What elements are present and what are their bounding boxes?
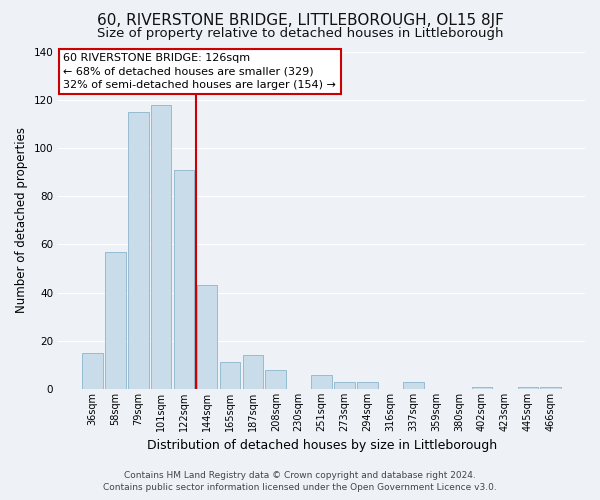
Bar [403,382,424,389]
Bar [105,252,125,389]
Bar [128,112,149,389]
Text: Size of property relative to detached houses in Littleborough: Size of property relative to detached ho… [97,28,503,40]
Bar [541,386,561,389]
Bar [334,382,355,389]
Bar [220,362,240,389]
Text: 60, RIVERSTONE BRIDGE, LITTLEBOROUGH, OL15 8JF: 60, RIVERSTONE BRIDGE, LITTLEBOROUGH, OL… [97,12,503,28]
Text: 60 RIVERSTONE BRIDGE: 126sqm
← 68% of detached houses are smaller (329)
32% of s: 60 RIVERSTONE BRIDGE: 126sqm ← 68% of de… [64,53,337,90]
Y-axis label: Number of detached properties: Number of detached properties [15,128,28,314]
Bar [518,386,538,389]
Text: Contains HM Land Registry data © Crown copyright and database right 2024.
Contai: Contains HM Land Registry data © Crown c… [103,471,497,492]
Bar [242,356,263,389]
Bar [311,374,332,389]
Bar [265,370,286,389]
Bar [151,104,172,389]
Bar [174,170,194,389]
X-axis label: Distribution of detached houses by size in Littleborough: Distribution of detached houses by size … [146,440,497,452]
Bar [357,382,378,389]
Bar [472,386,493,389]
Bar [82,353,103,389]
Bar [197,286,217,389]
